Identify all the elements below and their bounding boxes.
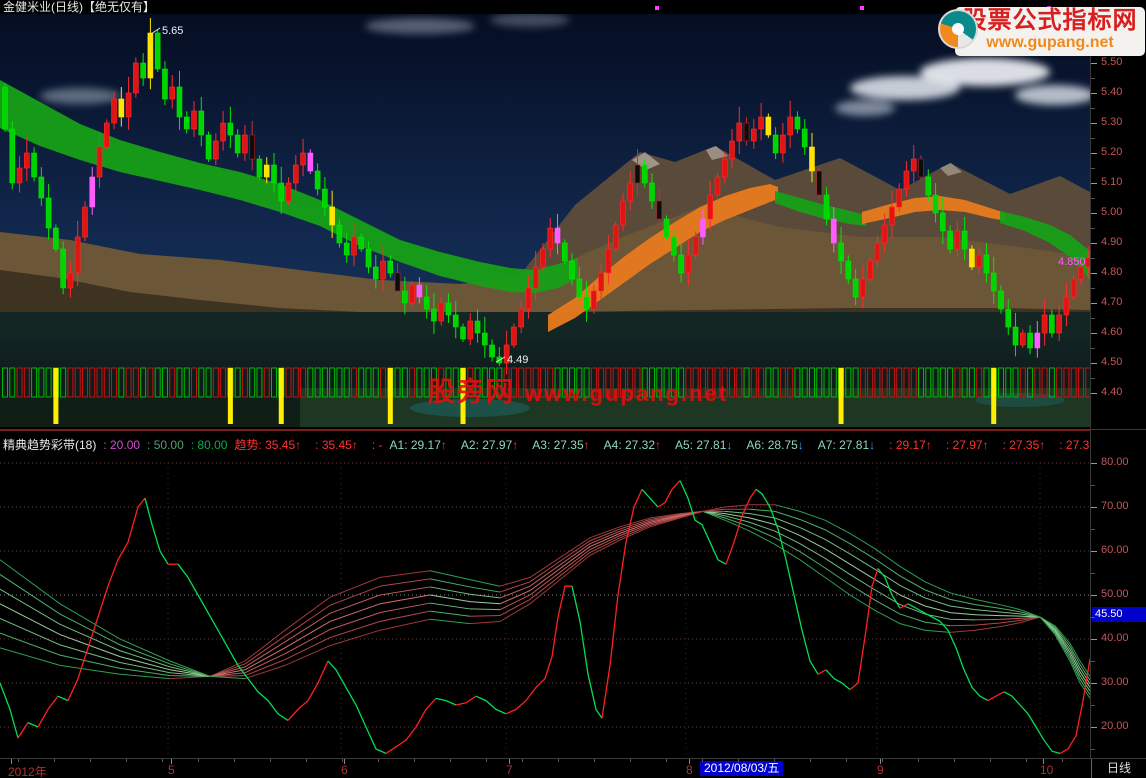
indicator-ribbon: [0, 504, 1090, 699]
indicator-param: A2: 27.97↑: [460, 438, 519, 452]
price-axis-label: 4.90: [1101, 236, 1123, 248]
watermark-name: 股旁网: [428, 377, 515, 407]
indicator-param: : 35.45↑: [315, 438, 358, 452]
indicator-chart[interactable]: [0, 458, 1090, 758]
indicator-param: : 20.00: [103, 438, 141, 452]
indicator-param: : 80.00: [190, 438, 228, 452]
indicator-header[interactable]: 精典趋势彩带(18) : 20.00 : 50.00 : 80.00 趋势: 35.45…: [0, 432, 1146, 458]
indicator-param: A6: 28.75↓: [746, 438, 804, 452]
indicator-param: : 50.00: [147, 438, 184, 452]
grid-lines: [0, 462, 1090, 757]
price-axis-label: 5.10: [1101, 176, 1123, 188]
indicator-param: : -: [371, 438, 383, 452]
indicator-param: A7: 27.81↓: [817, 438, 876, 452]
indicator-param: : 29.17↑: [889, 438, 932, 452]
price-axis-label: 4.40: [1101, 386, 1123, 398]
candlestick-layer: [2, 18, 1090, 375]
indicator-param: A3: 27.35↑: [532, 438, 590, 452]
bottom-axis-label: 9: [877, 763, 884, 777]
gupang-logo-icon: [938, 9, 978, 49]
indicator-axis-label: 60.00: [1101, 544, 1129, 556]
title-bar: 金健米业(日线)【绝无仅有】: [0, 0, 1146, 15]
gupang-logo[interactable]: 股票公式指标网 www.gupang.net: [955, 7, 1145, 56]
bottom-axis-label: 5: [168, 763, 175, 777]
top-marker: [655, 6, 659, 10]
price-axis-label: 4.60: [1101, 326, 1123, 338]
signal-bar-strip: [2, 367, 1090, 424]
watermark: 股旁网 www.gupang.net: [428, 370, 728, 409]
bottom-axis-label: 10: [1040, 763, 1054, 777]
indicator-axis-label: 30.00: [1101, 676, 1129, 688]
indicator-axis-label: 50.00: [1101, 588, 1129, 600]
indicator-axis-label: 20.00: [1101, 720, 1129, 732]
svg-text:4.49: 4.49: [507, 354, 528, 366]
photo-backdrop: [0, 14, 1090, 427]
price-axis-label: 5.50: [1101, 56, 1123, 68]
current-price-label: 4.850: [1058, 256, 1086, 268]
indicator-axis-label: 70.00: [1101, 500, 1129, 512]
price-axis-label: 4.80: [1101, 266, 1123, 278]
panel-separator: [0, 429, 1146, 431]
bottom-axis-label: 2012年: [8, 765, 47, 778]
bottom-axis: 2012/08/03/五 日线 2012年 5 6 7 8 9 10: [0, 758, 1146, 778]
svg-text:5.65: 5.65: [162, 25, 183, 37]
bottom-axis-label: 8: [686, 763, 693, 777]
main-chart[interactable]: 5.65 4.49: [0, 14, 1090, 430]
stock-title: 金健米业(日线)【绝无仅有】: [3, 0, 155, 14]
indicator-param: 趋势: 35.45↑: [234, 438, 302, 452]
price-axis-label: 5.40: [1101, 86, 1123, 98]
indicator-axis-label: 80.00: [1101, 456, 1129, 468]
indicator-param: A4: 27.32↑: [603, 438, 662, 452]
bottom-axis-label: 6: [341, 763, 348, 777]
indicator-param: A5: 27.81↓: [675, 438, 733, 452]
indicator-axis: 45.50 80.00 70.00 60.00 50.00 40.00 30.00 20.0…: [1090, 430, 1146, 758]
price-annotations: 5.65 4.49: [150, 25, 528, 366]
indicator-axis-label: 40.00: [1101, 632, 1129, 644]
value-badge: 45.50: [1092, 606, 1146, 622]
indicator-param: : 27.35↑: [1002, 438, 1046, 452]
price-axis: 5.50 5.40 5.30 5.20 5.10 5.00 4.90 4.80 4.70 4.60…: [1090, 14, 1146, 430]
price-axis-label: 4.50: [1101, 356, 1123, 368]
logo-url: www.gupang.net: [986, 34, 1114, 51]
trend-line: [0, 480, 1090, 755]
top-marker: [860, 6, 864, 10]
indicator-param: A1: 29.17↑: [389, 438, 447, 452]
bottom-axis-label: 7: [506, 763, 513, 777]
period-cell[interactable]: 日线: [1091, 759, 1146, 778]
watermark-url: www.gupang.net: [525, 381, 729, 406]
price-axis-label: 5.30: [1101, 116, 1123, 128]
indicator-param: 精典趋势彩带(18): [3, 438, 97, 452]
price-axis-label: 5.20: [1101, 146, 1123, 158]
price-axis-label: 5.00: [1101, 206, 1123, 218]
logo-title: 股票公式指标网: [962, 7, 1138, 34]
date-box[interactable]: 2012/08/03/五: [700, 761, 784, 776]
indicator-param: : 27.97↑: [945, 438, 989, 452]
price-axis-label: 4.70: [1101, 296, 1123, 308]
